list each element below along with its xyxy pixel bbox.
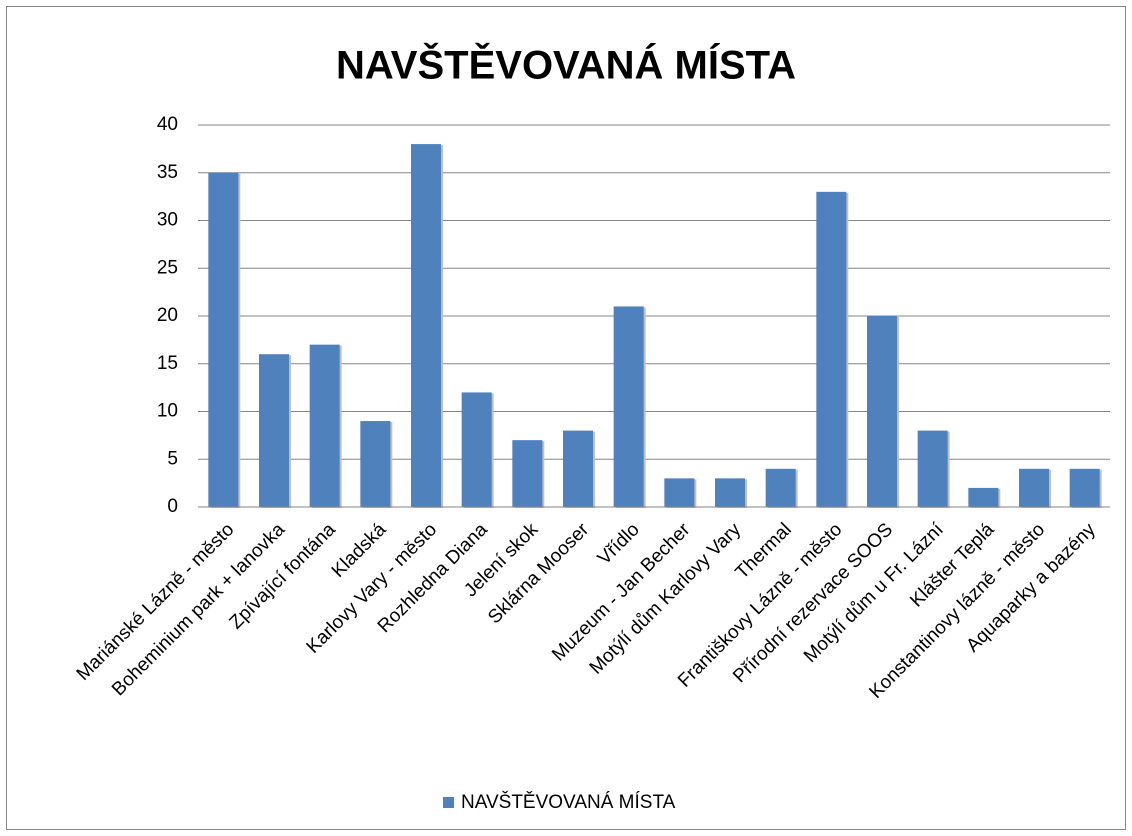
y-tick-label: 5 <box>167 448 178 469</box>
y-tick-label: 25 <box>157 257 178 278</box>
y-tick-label: 10 <box>157 401 178 422</box>
bar <box>917 430 948 507</box>
chart-border <box>6 6 1126 830</box>
bar <box>867 316 897 507</box>
y-tick-label: 30 <box>157 210 178 231</box>
bar <box>715 478 745 507</box>
bar <box>208 172 239 507</box>
bar <box>1019 468 1049 507</box>
y-tick-label: 20 <box>157 305 178 326</box>
bar <box>360 421 391 507</box>
bar <box>461 392 492 507</box>
y-tick-label: 0 <box>167 496 178 517</box>
bar <box>968 487 999 507</box>
bar <box>664 478 695 507</box>
y-tick-label: 15 <box>157 353 178 374</box>
bar <box>613 306 644 507</box>
bar <box>1069 468 1100 507</box>
bar <box>816 191 847 507</box>
bar <box>765 468 796 507</box>
bar <box>259 354 289 507</box>
bar <box>512 440 543 507</box>
chart-title: NAVŠTĚVOVANÁ MÍSTA <box>336 42 796 88</box>
bar <box>563 430 593 507</box>
bar <box>309 344 340 507</box>
bar <box>411 144 441 507</box>
y-tick-label: 35 <box>157 162 178 183</box>
y-tick-label: 40 <box>157 114 178 135</box>
legend-label: NAVŠTĚVOVANÁ MÍSTA <box>461 791 676 813</box>
legend-swatch <box>443 797 454 808</box>
